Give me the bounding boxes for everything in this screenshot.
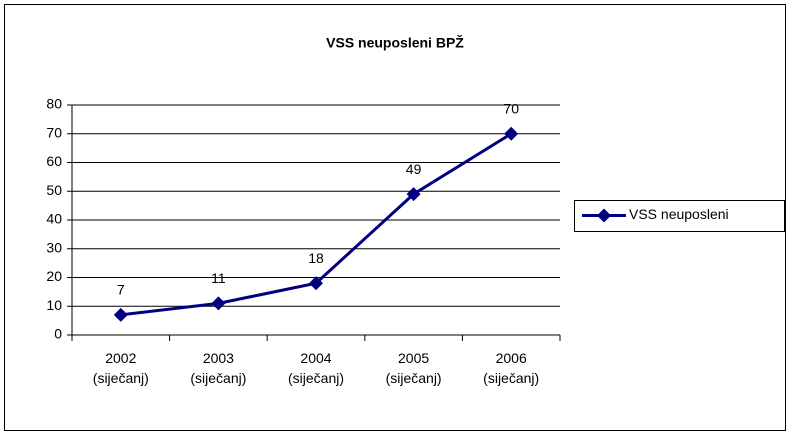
y-tick-label: 30 (46, 239, 62, 255)
x-tick-label: 2006 (siječanj) (483, 350, 540, 386)
y-tick-label: 80 (46, 96, 62, 112)
legend-marker (597, 208, 611, 223)
x-tick-label: 2004 (siječanj) (287, 350, 344, 386)
y-tick-label: 10 (46, 297, 62, 313)
y-tick-label: 50 (46, 182, 62, 198)
y-tick-label: 60 (46, 153, 62, 169)
chart-title: VSS neuposleni BPŽ (326, 34, 464, 51)
data-marker (406, 187, 421, 202)
y-tick-label: 0 (54, 326, 62, 342)
data-label: 18 (308, 250, 324, 266)
data-marker (504, 126, 519, 141)
data-label: 7 (117, 282, 125, 298)
x-tick-label: 2002 (siječanj) (92, 350, 149, 386)
y-tick-label: 40 (46, 211, 62, 227)
data-marker (113, 307, 128, 322)
y-tick-label: 20 (46, 268, 62, 284)
x-tick-label: 2003 (siječanj) (190, 350, 247, 386)
data-label: 11 (211, 270, 226, 286)
data-marker (211, 296, 226, 311)
legend-label: VSS neuposleni (629, 206, 729, 222)
y-tick-label: 70 (46, 124, 62, 140)
data-marker (309, 276, 323, 291)
x-tick-label: 2005 (siječanj) (385, 350, 442, 386)
data-label: 49 (406, 161, 422, 177)
data-label: 70 (503, 100, 519, 116)
